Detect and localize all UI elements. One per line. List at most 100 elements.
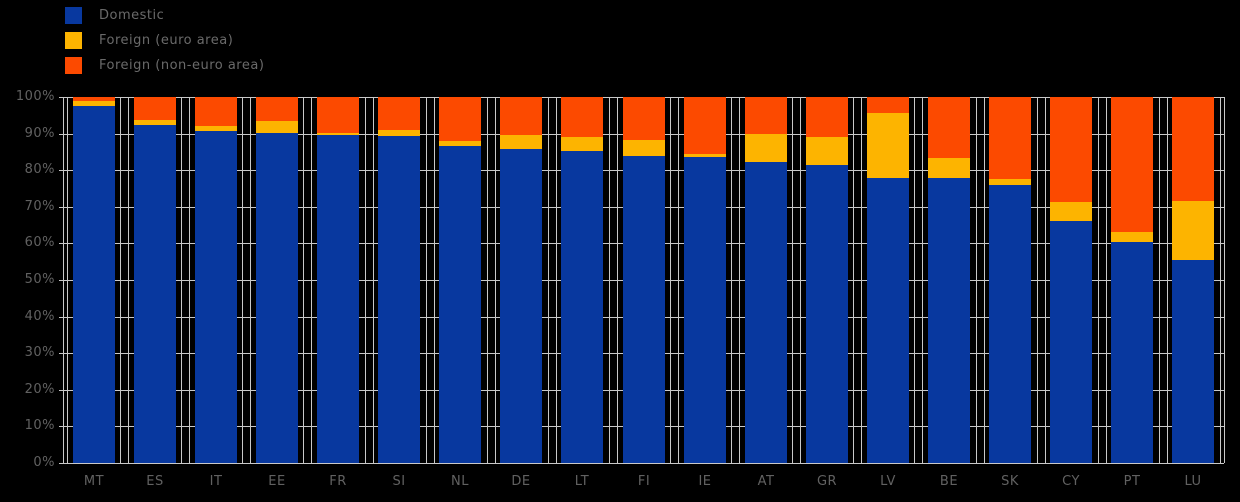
- legend-label: Domestic: [99, 8, 165, 23]
- legend-label: Foreign (euro area): [99, 33, 234, 48]
- gridline-vertical: [128, 97, 129, 463]
- bar-segment-foreign-euro-area: [317, 132, 359, 136]
- x-axis-label: BE: [939, 474, 959, 489]
- y-axis-tick: [59, 353, 63, 355]
- gridline-vertical: [1159, 97, 1160, 463]
- bar-segment-foreign-non-euro-area: [195, 97, 237, 126]
- gridline-vertical: [181, 97, 182, 463]
- bar-segment-foreign-non-euro-area: [806, 97, 848, 138]
- bar-segment-domestic: [195, 130, 237, 463]
- gridline-vertical: [1106, 97, 1107, 463]
- x-axis-label: FI: [637, 474, 651, 489]
- gridline-vertical: [365, 97, 366, 463]
- y-axis-label: 90%: [24, 125, 55, 141]
- bar-segment-foreign-non-euro-area: [928, 97, 970, 159]
- gridline-vertical: [914, 97, 915, 463]
- x-axis-label: NL: [451, 474, 469, 489]
- bar-segment-foreign-euro-area: [1050, 201, 1092, 222]
- bar-segment-foreign-non-euro-area: [73, 97, 115, 102]
- bar-segment-domestic: [378, 136, 420, 463]
- gridline-vertical: [487, 97, 488, 463]
- bar-segment-domestic: [928, 177, 970, 463]
- bar-segment-domestic: [256, 132, 298, 463]
- bar-segment-foreign-euro-area: [439, 140, 481, 147]
- bar-segment-foreign-non-euro-area: [1111, 97, 1153, 233]
- orange-swatch-icon: [65, 57, 82, 74]
- bar-segment-foreign-euro-area: [1111, 232, 1153, 242]
- y-axis-line: [63, 97, 64, 463]
- bar-segment-foreign-non-euro-area: [1050, 97, 1092, 202]
- bar-segment-foreign-non-euro-area: [378, 97, 420, 130]
- gridline-vertical: [792, 97, 793, 463]
- gridline-vertical: [922, 97, 923, 463]
- gridline-vertical: [976, 97, 977, 463]
- gridline-vertical: [434, 97, 435, 463]
- bar-segment-foreign-euro-area: [256, 121, 298, 133]
- x-axis-label: LV: [880, 474, 896, 489]
- y-axis-label: 30%: [24, 345, 55, 361]
- y-axis-label: 10%: [24, 418, 55, 434]
- x-axis-label: PT: [1123, 474, 1141, 489]
- gridline-vertical: [242, 97, 243, 463]
- gridline-vertical: [853, 97, 854, 463]
- y-axis-label: 20%: [24, 381, 55, 397]
- x-axis-label: GR: [816, 474, 838, 489]
- x-axis-label: SK: [1001, 474, 1019, 489]
- bar-segment-foreign-euro-area: [73, 101, 115, 107]
- bar-segment-domestic: [1050, 221, 1092, 463]
- bar-segment-foreign-non-euro-area: [867, 97, 909, 114]
- gridline-vertical: [861, 97, 862, 463]
- bar-segment-foreign-non-euro-area: [439, 97, 481, 141]
- y-axis-label: 40%: [24, 308, 55, 324]
- gridline-vertical: [548, 97, 549, 463]
- bar-segment-foreign-non-euro-area: [256, 97, 298, 122]
- bar-segment-domestic: [623, 156, 665, 463]
- bar-segment-domestic: [134, 124, 176, 463]
- bar-segment-domestic: [561, 150, 603, 463]
- x-axis-label: LT: [574, 474, 590, 489]
- x-axis-label: IT: [209, 474, 223, 489]
- bar-segment-foreign-non-euro-area: [1172, 97, 1214, 201]
- bar-segment-foreign-non-euro-area: [500, 97, 542, 135]
- x-axis-label: IE: [698, 474, 712, 489]
- gridline-vertical: [373, 97, 374, 463]
- y-axis-tick: [59, 133, 63, 135]
- gridline-vertical: [189, 97, 190, 463]
- bar-segment-domestic: [439, 146, 481, 463]
- gridline-vertical: [670, 97, 671, 463]
- gridline-vertical: [1037, 97, 1038, 463]
- gridline-vertical: [67, 97, 68, 463]
- y-axis-tick: [59, 206, 63, 208]
- x-axis-label: FR: [329, 474, 347, 489]
- x-axis-label: SI: [392, 474, 406, 489]
- bar-segment-foreign-euro-area: [378, 129, 420, 137]
- x-axis-label: MT: [83, 474, 105, 489]
- x-axis-label: CY: [1062, 474, 1080, 489]
- bar-segment-foreign-euro-area: [928, 158, 970, 178]
- y-axis-tick: [59, 280, 63, 281]
- bar-segment-domestic: [806, 165, 848, 463]
- legend-label: Foreign (non-euro area): [99, 58, 265, 73]
- gridline-vertical: [1098, 97, 1099, 463]
- bar-segment-foreign-non-euro-area: [745, 97, 787, 134]
- y-axis-label: 0%: [33, 455, 55, 470]
- gridline-vertical: [556, 97, 557, 463]
- gridline-vertical: [426, 97, 427, 463]
- gridline-vertical: [609, 97, 610, 463]
- y-axis-tick: [59, 316, 63, 318]
- y-axis-label: 100%: [15, 89, 55, 104]
- y-axis-tick: [59, 463, 63, 464]
- bar-segment-domestic: [1111, 241, 1153, 463]
- x-axis-label: ES: [146, 474, 164, 489]
- y-axis-tick: [59, 389, 63, 391]
- bar-segment-foreign-non-euro-area: [623, 97, 665, 140]
- gridline-vertical: [495, 97, 496, 463]
- y-axis-label: 70%: [24, 198, 55, 214]
- gridline-vertical: [120, 97, 121, 463]
- bar-segment-foreign-euro-area: [623, 139, 665, 157]
- x-axis-label: DE: [511, 474, 531, 489]
- gridline-horizontal: [63, 463, 1224, 464]
- x-axis-label: AT: [757, 474, 775, 489]
- y-axis-tick: [59, 243, 63, 245]
